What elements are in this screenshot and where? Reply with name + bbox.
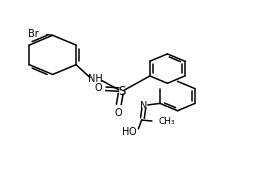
Text: O: O: [115, 108, 123, 118]
Text: CH₃: CH₃: [159, 116, 175, 125]
Text: Br: Br: [28, 29, 39, 39]
Text: N: N: [140, 101, 147, 111]
Text: S: S: [118, 85, 125, 98]
Text: O: O: [129, 127, 136, 137]
Text: NH: NH: [89, 74, 103, 84]
Text: O: O: [95, 83, 103, 93]
Text: H: H: [122, 127, 129, 137]
